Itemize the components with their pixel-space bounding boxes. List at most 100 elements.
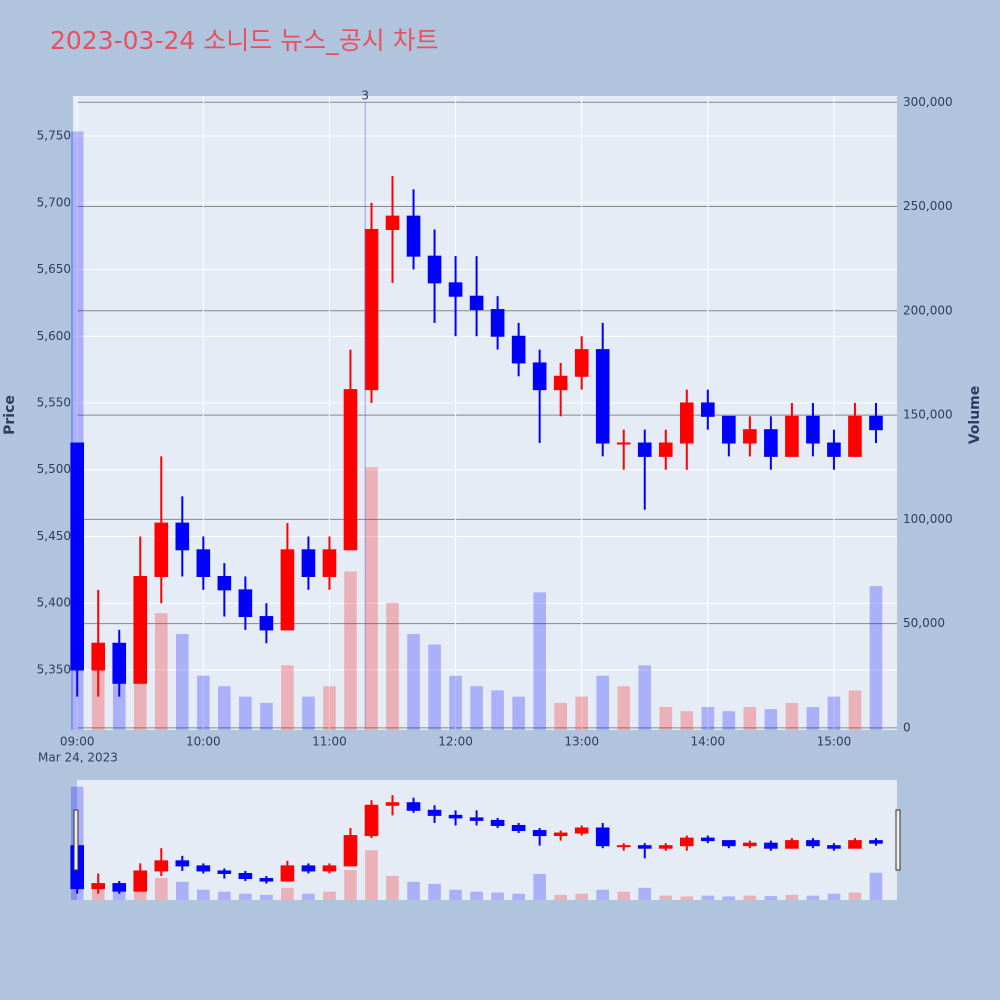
candle-body bbox=[827, 845, 841, 849]
volume-bar bbox=[281, 665, 294, 730]
candle-body bbox=[532, 830, 547, 837]
candle-body bbox=[679, 402, 694, 444]
candle-body bbox=[175, 522, 190, 551]
volume-bar bbox=[680, 896, 694, 900]
candle-body bbox=[385, 802, 400, 806]
candle-body bbox=[658, 845, 673, 849]
volume-bar bbox=[827, 696, 841, 730]
y2-tick-label: 200,000 bbox=[903, 303, 953, 317]
candle-body bbox=[301, 865, 316, 872]
volume-bar bbox=[701, 895, 715, 900]
candle-body bbox=[343, 389, 358, 551]
x-tick-label: 09:00 bbox=[60, 735, 95, 749]
volume-bar bbox=[554, 894, 567, 900]
volume-bar bbox=[281, 887, 294, 900]
candle-body bbox=[764, 842, 778, 849]
x-tick-label: 11:00 bbox=[312, 735, 347, 749]
volume-bar bbox=[659, 895, 673, 900]
candle-body bbox=[217, 870, 232, 874]
volume-bar bbox=[449, 889, 462, 900]
volume-bar bbox=[344, 870, 357, 900]
volume-bar bbox=[596, 889, 610, 900]
candle-body bbox=[827, 442, 841, 457]
volume-bar bbox=[344, 571, 357, 730]
candle-body bbox=[343, 835, 358, 867]
volume-bar bbox=[386, 602, 399, 730]
volume-bar bbox=[617, 686, 631, 730]
candle-body bbox=[322, 549, 337, 578]
volume-bar bbox=[638, 665, 652, 730]
volume-bar bbox=[218, 891, 231, 900]
x-tick-label: 13:00 bbox=[564, 735, 599, 749]
range-handle-left[interactable] bbox=[73, 809, 79, 871]
x-tick-label: 15:00 bbox=[817, 735, 852, 749]
candle-body bbox=[154, 860, 169, 872]
volume-bar bbox=[512, 893, 525, 900]
volume-bar bbox=[806, 895, 820, 900]
candle-body bbox=[133, 576, 148, 684]
candle-body bbox=[385, 215, 400, 230]
volume-bar bbox=[239, 893, 252, 900]
volume-bar bbox=[575, 696, 588, 730]
y-tick-label: 5,700 bbox=[37, 195, 71, 209]
candle-body bbox=[427, 255, 442, 284]
candle-body bbox=[448, 814, 463, 819]
volume-bar bbox=[848, 892, 862, 900]
x-tick-label: 10:00 bbox=[186, 735, 221, 749]
candle-body bbox=[532, 362, 547, 391]
candle-body bbox=[743, 842, 757, 847]
candle-body bbox=[175, 860, 190, 867]
volume-bar bbox=[154, 613, 168, 730]
candle-body bbox=[511, 824, 526, 832]
candle-body bbox=[406, 802, 421, 811]
y-tick-label: 5,400 bbox=[37, 596, 71, 610]
volume-bar bbox=[176, 634, 189, 730]
candle-body bbox=[869, 415, 883, 431]
volume-bar bbox=[428, 644, 441, 730]
volume-bar bbox=[323, 686, 336, 730]
volume-bar bbox=[154, 877, 168, 900]
candle-body bbox=[595, 349, 610, 444]
candle-body bbox=[406, 215, 421, 257]
candle-body bbox=[806, 415, 820, 444]
volume-bar bbox=[260, 702, 273, 730]
y2-tick-label: 150,000 bbox=[903, 408, 953, 422]
y2-tick-label: 0 bbox=[903, 720, 911, 734]
candle-body bbox=[511, 335, 526, 364]
volume-bar bbox=[428, 883, 441, 900]
candle-body bbox=[658, 442, 673, 457]
annotation-label: 3 bbox=[361, 89, 369, 103]
range-slider[interactable] bbox=[77, 780, 897, 900]
y2-tick-label: 300,000 bbox=[903, 95, 953, 109]
candle-body bbox=[595, 827, 610, 847]
candle-body bbox=[427, 809, 442, 816]
range-handle-right[interactable] bbox=[895, 809, 901, 871]
candle-body bbox=[679, 837, 694, 847]
y-tick-label: 5,750 bbox=[37, 129, 71, 143]
candle-body bbox=[322, 865, 337, 872]
candle-body bbox=[869, 840, 883, 844]
candle-body bbox=[848, 840, 862, 849]
volume-bar bbox=[176, 881, 189, 900]
volume-bar bbox=[491, 892, 504, 900]
volume-bar bbox=[449, 675, 462, 730]
y2-tick-label: 250,000 bbox=[903, 199, 953, 213]
volume-bar bbox=[638, 887, 652, 900]
candle-body bbox=[553, 375, 568, 391]
candle-body bbox=[469, 295, 484, 311]
volume-bar bbox=[386, 875, 399, 900]
candle-body bbox=[490, 309, 505, 337]
volume-bar bbox=[323, 891, 336, 900]
volume-bar bbox=[764, 709, 778, 730]
candle-body bbox=[490, 819, 505, 826]
volume-bar bbox=[512, 696, 525, 730]
volume-bar bbox=[764, 896, 778, 900]
y-tick-label: 5,550 bbox=[37, 395, 71, 409]
candle-body bbox=[364, 228, 379, 391]
candle-body bbox=[91, 642, 106, 671]
volume-bar bbox=[365, 850, 378, 900]
volume-bar bbox=[617, 891, 631, 900]
y-tick-label: 5,450 bbox=[37, 529, 71, 543]
y2-axis-title: Volume bbox=[967, 386, 983, 445]
